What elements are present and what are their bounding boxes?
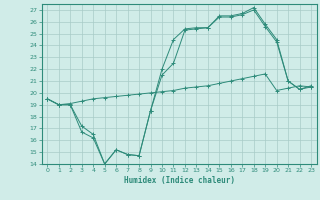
X-axis label: Humidex (Indice chaleur): Humidex (Indice chaleur): [124, 176, 235, 185]
